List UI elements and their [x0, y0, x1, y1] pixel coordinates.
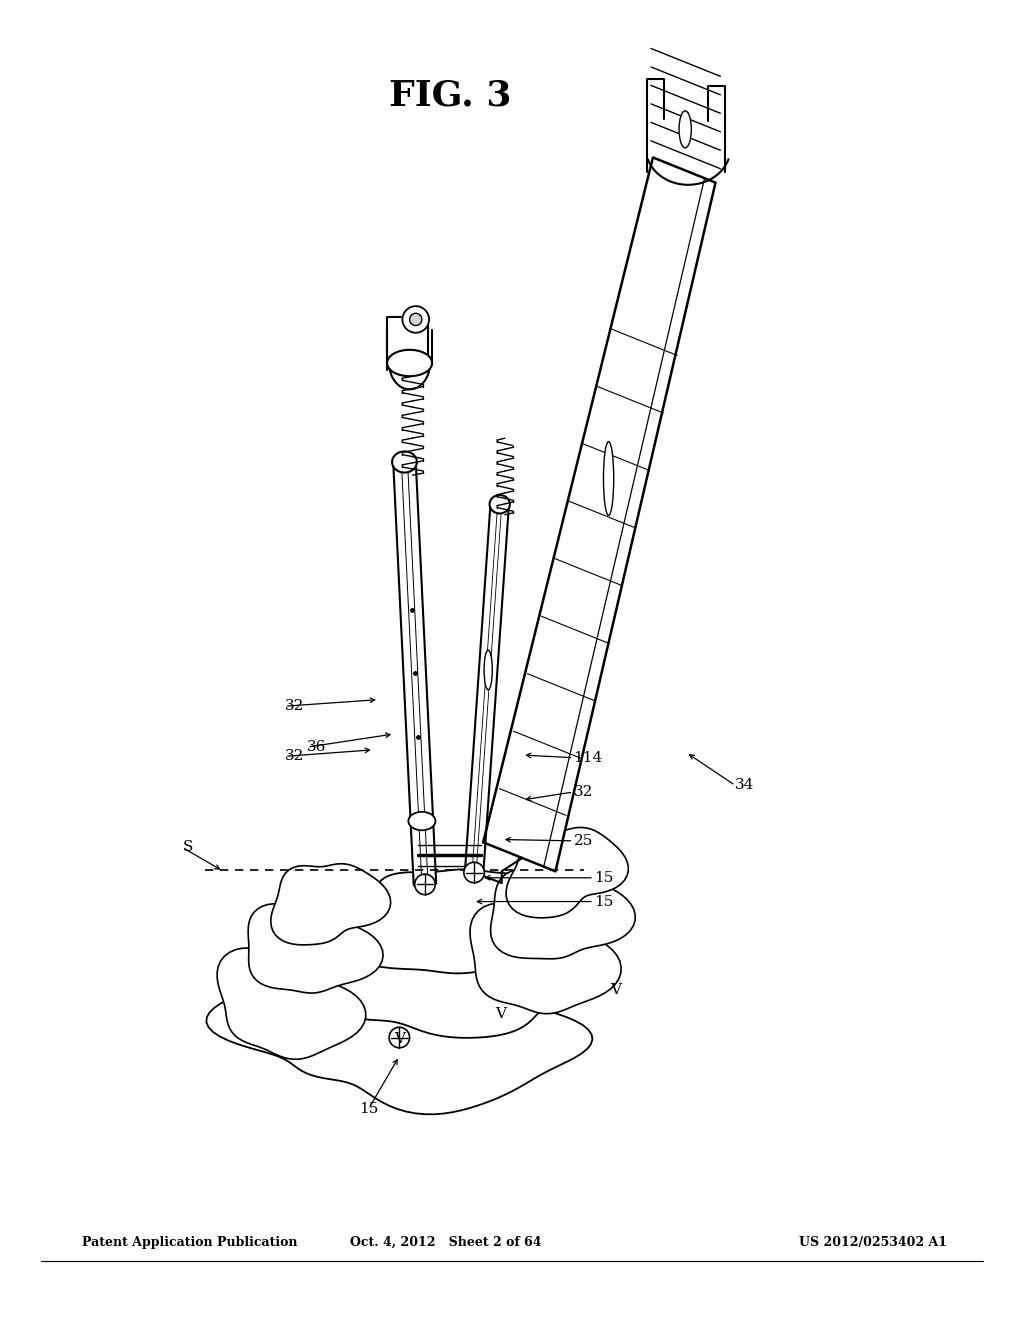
Text: 15: 15	[359, 1102, 378, 1115]
Text: V: V	[394, 1032, 406, 1045]
Ellipse shape	[392, 451, 417, 473]
Text: Oct. 4, 2012   Sheet 2 of 64: Oct. 4, 2012 Sheet 2 of 64	[349, 1237, 542, 1249]
Text: 32: 32	[285, 700, 304, 713]
Text: S: S	[182, 841, 193, 854]
Text: 36: 36	[307, 741, 327, 754]
Circle shape	[415, 874, 435, 895]
Circle shape	[464, 862, 484, 883]
Text: 15: 15	[594, 871, 613, 884]
Ellipse shape	[387, 350, 432, 376]
Polygon shape	[315, 870, 605, 973]
Polygon shape	[207, 945, 593, 1114]
Text: Patent Application Publication: Patent Application Publication	[82, 1237, 297, 1249]
Text: 34: 34	[735, 779, 755, 792]
Polygon shape	[470, 903, 622, 1014]
Ellipse shape	[679, 111, 691, 148]
Text: 32: 32	[573, 785, 593, 799]
Polygon shape	[248, 904, 383, 993]
Polygon shape	[483, 157, 716, 871]
Polygon shape	[393, 461, 436, 886]
Polygon shape	[217, 948, 366, 1059]
Circle shape	[389, 1027, 410, 1048]
Ellipse shape	[409, 812, 435, 830]
Circle shape	[410, 313, 422, 326]
Ellipse shape	[489, 495, 510, 513]
Text: 15: 15	[594, 895, 613, 908]
Ellipse shape	[603, 442, 613, 516]
Ellipse shape	[484, 651, 493, 690]
Polygon shape	[490, 869, 635, 958]
Text: V: V	[610, 983, 622, 997]
Text: 25: 25	[573, 834, 593, 847]
Text: US 2012/0253402 A1: US 2012/0253402 A1	[799, 1237, 947, 1249]
Text: 32: 32	[285, 750, 304, 763]
Text: 114: 114	[573, 751, 603, 764]
Text: V: V	[496, 1007, 507, 1020]
Polygon shape	[257, 908, 604, 1038]
Polygon shape	[506, 828, 629, 917]
Text: FIG. 3: FIG. 3	[389, 78, 512, 112]
Polygon shape	[270, 863, 391, 945]
Polygon shape	[465, 503, 509, 874]
Circle shape	[402, 306, 429, 333]
Polygon shape	[387, 330, 432, 363]
